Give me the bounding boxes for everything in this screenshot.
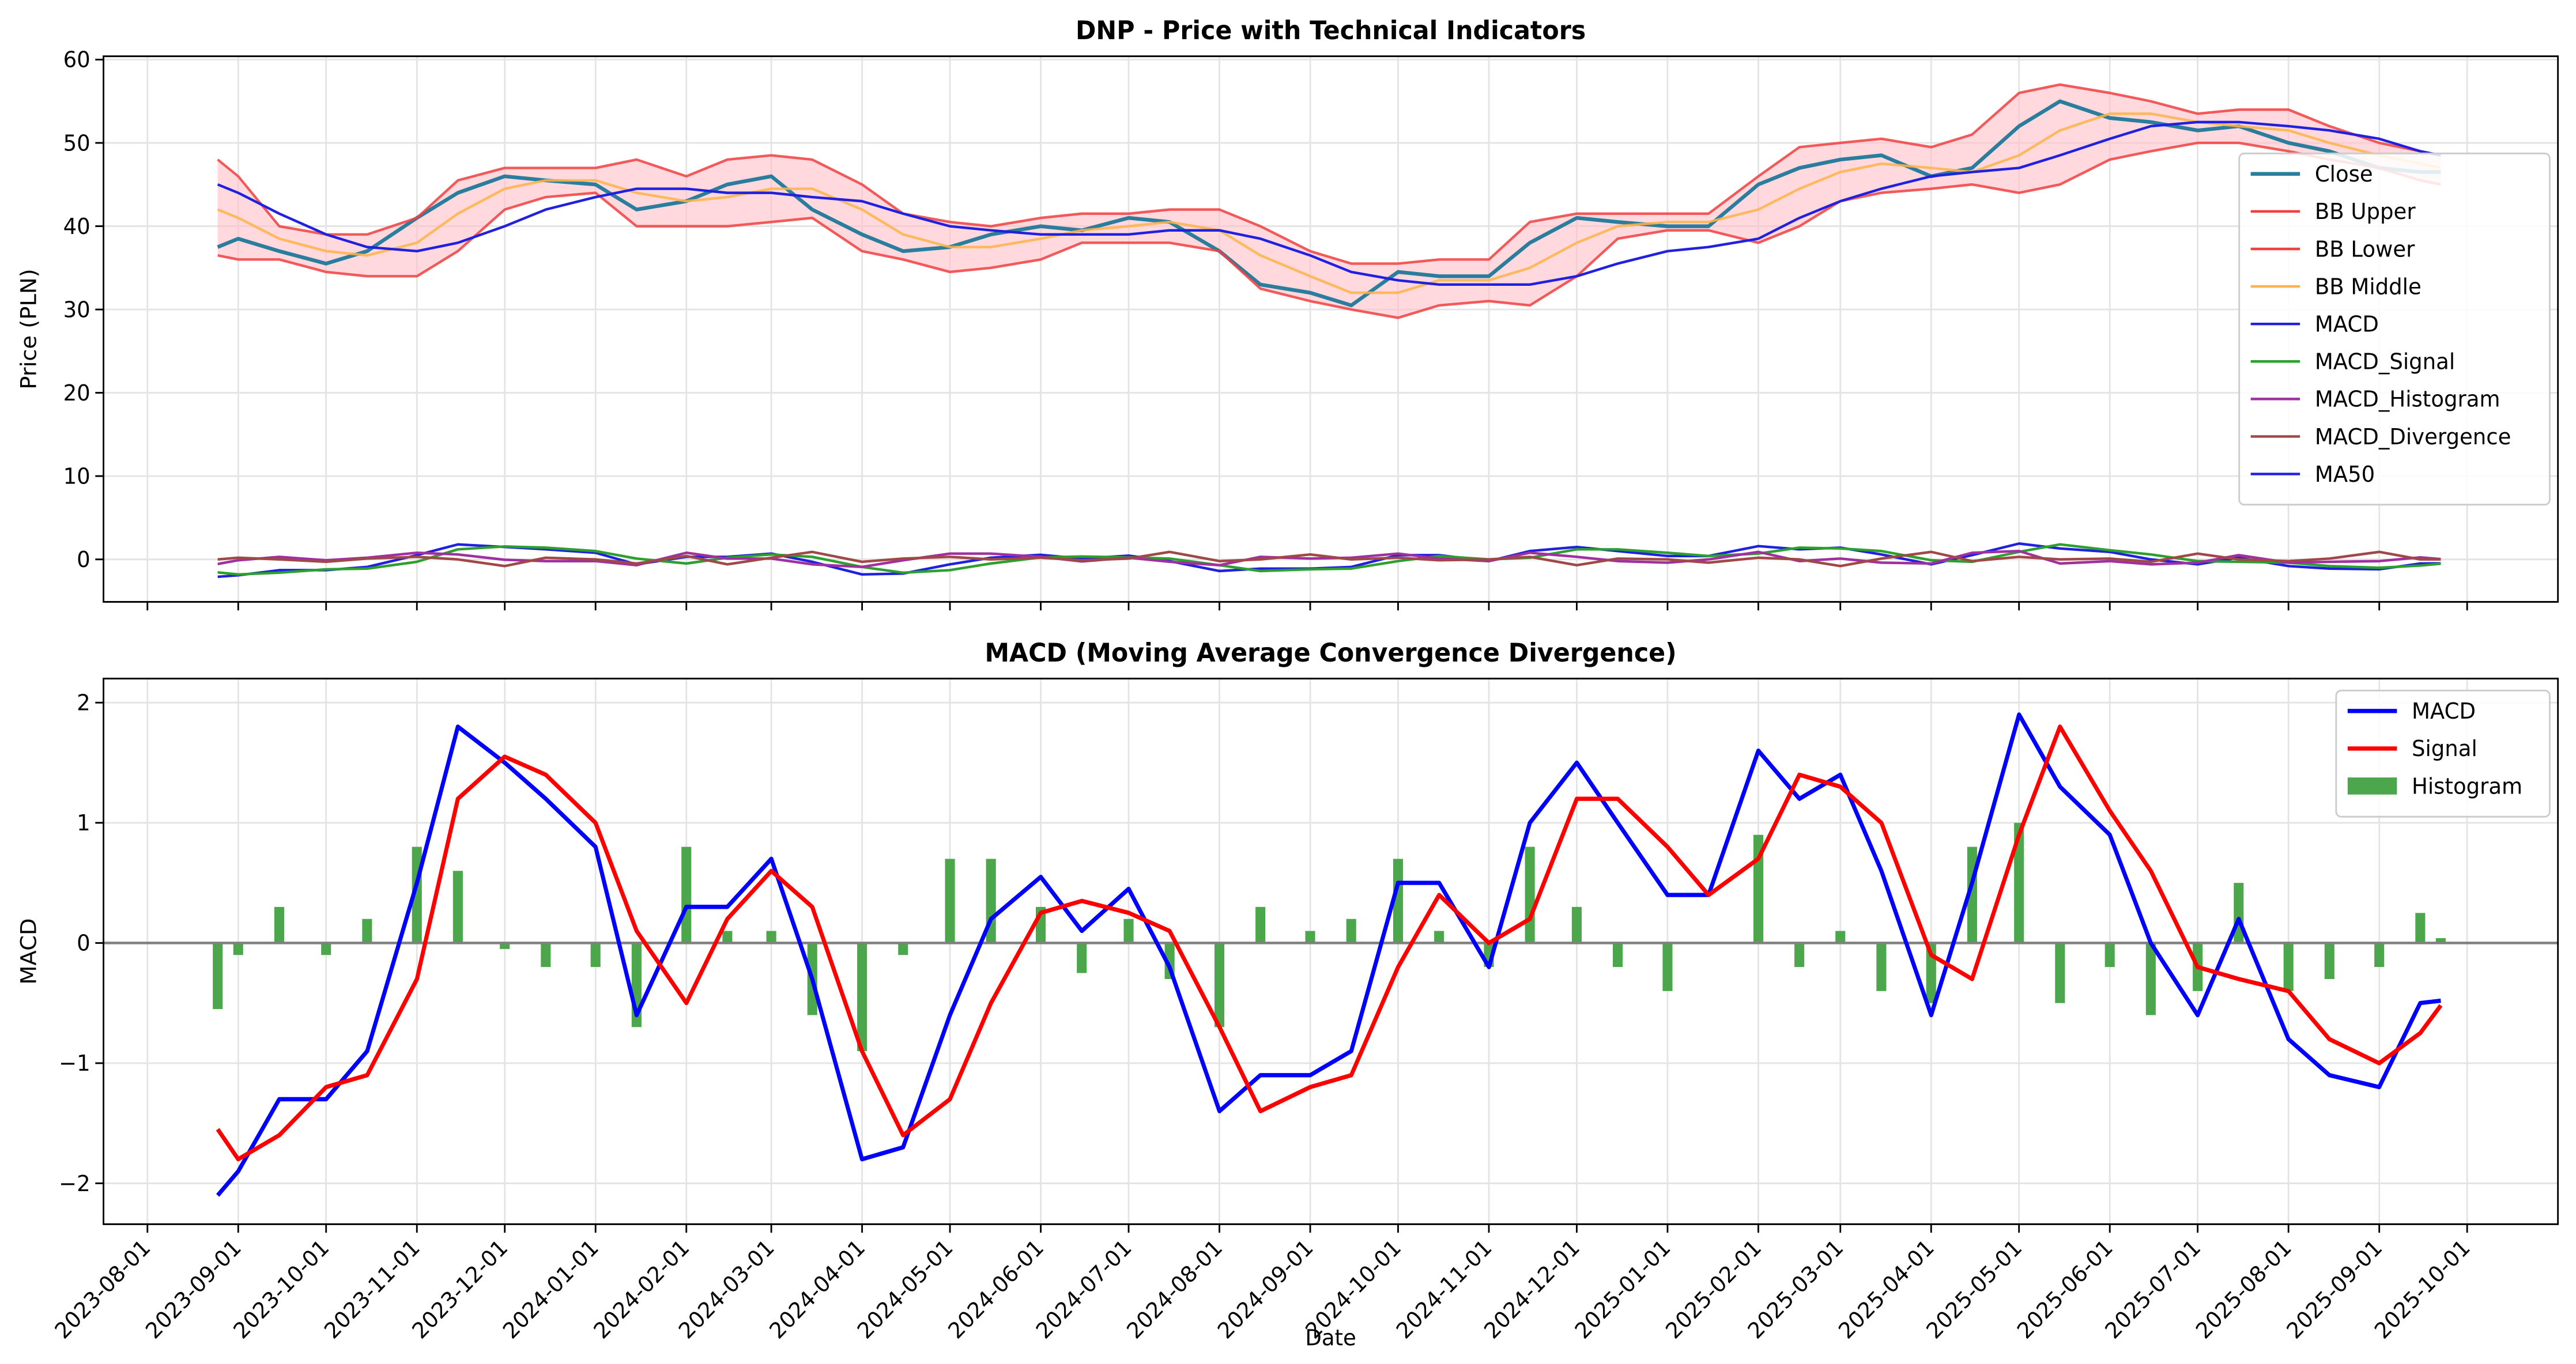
y-axis-label: Price (PLN) (16, 269, 41, 389)
legend-box (2238, 152, 2551, 506)
legend-label: MACD (2412, 698, 2476, 724)
plot-area (103, 678, 2558, 1225)
y-tick-label: 60 (63, 47, 90, 73)
histogram-bar (1613, 943, 1623, 968)
histogram-bar (321, 943, 331, 955)
legend-label: MACD (2315, 311, 2379, 337)
y-tick-label: 2 (77, 690, 90, 716)
x-axis-label: Date (1305, 1325, 1356, 1351)
plot-area (103, 56, 2558, 602)
series-line (217, 112, 2441, 294)
series-line (216, 712, 2441, 1197)
y-tick-label: 20 (63, 380, 90, 406)
histogram-bar (1214, 943, 1225, 1027)
legend-label: Signal (2412, 736, 2477, 762)
legend-label: Histogram (2412, 773, 2522, 799)
histogram-bar (1794, 943, 1805, 968)
histogram-bar (1255, 906, 1266, 943)
legend-label: BB Middle (2315, 274, 2422, 300)
legend-label: MACD_Signal (2315, 349, 2455, 375)
histogram-bar (1077, 943, 1087, 973)
legend-label: MA50 (2315, 461, 2375, 487)
histogram-bar (2415, 913, 2426, 943)
y-tick-label: 10 (63, 463, 90, 489)
histogram-bar (2374, 943, 2385, 968)
histogram-bar (1434, 931, 1444, 943)
legend-label: MACD_Histogram (2315, 386, 2500, 412)
histogram-bar (362, 919, 372, 943)
histogram-bar (2145, 943, 2156, 1015)
legend-label: BB Lower (2315, 236, 2415, 262)
histogram-bar (541, 943, 551, 968)
legend-label: BB Upper (2315, 199, 2416, 225)
histogram-bar (1346, 919, 1356, 943)
series-line (217, 141, 2441, 319)
band-fill (217, 84, 2441, 318)
legend-label: Close (2315, 161, 2373, 187)
y-tick-label: 30 (63, 297, 90, 323)
series-line (217, 83, 2441, 265)
histogram-bar (766, 931, 776, 943)
histogram-bar (1123, 919, 1134, 943)
y-axis-label: MACD (16, 918, 41, 984)
chart-title: DNP - Price with Technical Indicators (1076, 16, 1586, 46)
y-tick-label: −1 (59, 1051, 90, 1076)
legend-label: MACD_Divergence (2315, 424, 2511, 449)
histogram-bar (898, 943, 908, 955)
histogram-bar (681, 847, 692, 943)
histogram-bar (2283, 943, 2294, 991)
histogram-bar (1835, 931, 1846, 943)
series-line (217, 543, 2441, 576)
histogram-bar (1662, 943, 1673, 991)
histogram-bar (2435, 938, 2446, 943)
histogram-bar (2014, 822, 2024, 943)
series-line (217, 550, 2441, 568)
histogram-bar (2324, 943, 2334, 979)
histogram-bar (500, 943, 510, 949)
histogram-bar (1571, 906, 1582, 943)
histogram-bar (1393, 859, 1404, 943)
histogram-bar (2234, 883, 2244, 943)
y-tick-label: 1 (77, 810, 90, 836)
histogram-bar (2055, 943, 2065, 1003)
chart-title: MACD (Moving Average Convergence Diverge… (985, 638, 1677, 668)
histogram-bar (1305, 931, 1315, 943)
axes-frame (103, 678, 2559, 1225)
y-tick-label: 0 (77, 546, 90, 572)
histogram-bar (1876, 943, 1887, 991)
histogram-bar (233, 943, 243, 955)
histogram-bar (857, 943, 868, 1052)
histogram-bar (274, 906, 284, 943)
histogram-bar (590, 943, 601, 968)
legend-swatch (2347, 777, 2397, 795)
y-tick-label: 50 (63, 130, 90, 156)
series-line (216, 724, 2443, 1162)
axes-frame (103, 55, 2559, 603)
histogram-bar (945, 859, 955, 943)
series-line (217, 99, 2441, 308)
y-tick-label: 0 (77, 930, 90, 956)
histogram-bar (452, 871, 463, 943)
histogram-bar (213, 943, 223, 1010)
histogram-bar (722, 931, 733, 943)
y-tick-label: 40 (63, 213, 90, 239)
series-line (217, 120, 2441, 286)
y-tick-label: −2 (59, 1170, 90, 1196)
histogram-bar (1525, 847, 1535, 943)
histogram-bar (2104, 943, 2115, 968)
